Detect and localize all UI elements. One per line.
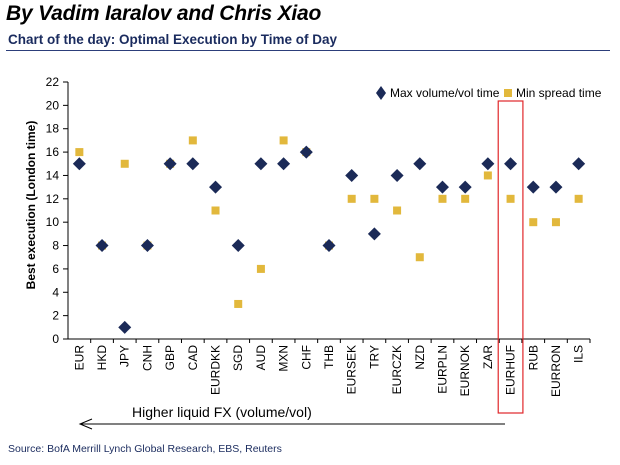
point-min-spread-cad	[188, 136, 197, 145]
x-tick-label-mxn: MXN	[277, 345, 291, 372]
point-max-volume-rub	[526, 180, 540, 194]
point-max-volume-sgd	[231, 239, 245, 253]
source-note: Source: BofA Merrill Lynch Global Resear…	[8, 443, 282, 455]
legend-label-min-spread: Min spread time	[516, 86, 602, 100]
chart-subtitle: Chart of the day: Optimal Execution by T…	[8, 32, 338, 47]
point-min-spread-eurron	[551, 218, 560, 227]
y-ticks: 0 2 4 6 8 10 12 14 16 18 20 22	[46, 75, 68, 346]
y-tick-label: 12	[46, 192, 60, 206]
x-tick-label-thb: THB	[322, 345, 336, 369]
point-max-volume-aud	[254, 157, 268, 171]
point-min-spread-ils	[574, 194, 583, 203]
point-max-volume-nzd	[413, 157, 427, 171]
x-tick-label-eurczk: EURCZK	[390, 345, 404, 394]
point-min-spread-eur	[75, 148, 84, 157]
point-max-volume-thb	[322, 239, 336, 253]
x-tick-label-cad: CAD	[186, 345, 200, 371]
point-max-volume-eur	[72, 157, 86, 171]
byline: By Vadim Iaralov and Chris Xiao	[6, 2, 322, 25]
y-tick-label: 20	[46, 98, 60, 112]
x-tick-label-aud: AUD	[254, 345, 268, 371]
x-ticks: EUR HKD JPY CNH GBP CAD EURDKK SGD AUD MXN CHF THB E…	[72, 339, 591, 397]
point-min-spread-eurhuf	[506, 194, 515, 203]
point-max-volume-eurdkk	[209, 180, 223, 194]
point-min-spread-mxn	[279, 136, 288, 145]
x-tick-label-eurpln: EURPLN	[435, 345, 449, 394]
x-tick-label-try: TRY	[367, 345, 381, 369]
point-min-spread-try	[370, 194, 379, 203]
y-tick-label: 22	[46, 75, 60, 89]
point-max-volume-eursek	[345, 168, 359, 182]
x-tick-label-eursek: EURSEK	[345, 345, 359, 394]
x-tick-label-eur: EUR	[72, 345, 86, 371]
point-min-spread-rub	[529, 218, 538, 227]
y-tick-label: 2	[52, 309, 59, 323]
arrow-head	[78, 418, 93, 430]
scatter-chart: Best execution (London time) 0 2 4 6 8 10 12 14…	[24, 75, 602, 430]
x-tick-label-jpy: JPY	[118, 345, 132, 367]
point-max-volume-hkd	[95, 239, 109, 253]
point-max-volume-cad	[186, 157, 200, 171]
y-tick-label: 18	[46, 122, 60, 136]
point-max-volume-eurron	[549, 180, 563, 194]
arrow-label: Higher liquid FX (volume/vol)	[132, 404, 312, 420]
x-tick-label-gbp: GBP	[163, 345, 177, 370]
point-max-volume-try	[367, 227, 381, 241]
point-max-volume-mxn	[277, 157, 291, 171]
x-tick-label-eurron: EURRON	[549, 345, 563, 397]
legend-item-min-spread: Min spread time	[504, 86, 602, 100]
series-max-volume-vol-time	[72, 145, 586, 334]
liquidity-arrow: Higher liquid FX (volume/vol)	[78, 404, 505, 430]
point-min-spread-jpy	[120, 159, 129, 168]
point-max-volume-eurhuf	[504, 157, 518, 171]
x-tick-label-cnh: CNH	[140, 345, 154, 371]
y-tick-label: 4	[52, 285, 59, 299]
point-min-spread-eursek	[347, 194, 356, 203]
x-tick-label-chf: CHF	[299, 345, 313, 370]
point-min-spread-eurnok	[461, 194, 470, 203]
point-max-volume-zar	[481, 157, 495, 171]
point-min-spread-eurdkk	[211, 206, 220, 215]
x-tick-label-rub: RUB	[526, 345, 540, 370]
point-max-volume-eurnok	[458, 180, 472, 194]
x-tick-label-eurhuf: EURHUF	[504, 345, 518, 395]
x-tick-label-nzd: NZD	[413, 345, 427, 370]
point-min-spread-sgd	[234, 299, 243, 308]
point-max-volume-cnh	[140, 239, 154, 253]
point-min-spread-eurczk	[393, 206, 402, 215]
x-tick-label-eurnok: EURNOK	[458, 345, 472, 396]
point-max-volume-gbp	[163, 157, 177, 171]
y-axis-label: Best execution (London time)	[24, 121, 38, 290]
x-tick-label-eurdkk: EURDKK	[209, 345, 223, 395]
point-min-spread-zar	[483, 171, 492, 180]
legend-item-max-volume: Max volume/vol time	[376, 86, 500, 100]
point-max-volume-chf	[299, 145, 313, 159]
x-tick-label-zar: ZAR	[481, 345, 495, 369]
y-tick-label: 6	[52, 262, 59, 276]
y-tick-label: 10	[46, 215, 60, 229]
y-tick-label: 14	[46, 168, 60, 182]
y-tick-label: 0	[52, 332, 59, 346]
point-max-volume-eurpln	[435, 180, 449, 194]
point-min-spread-eurpln	[438, 194, 447, 203]
point-max-volume-jpy	[118, 320, 132, 334]
legend-diamond-marker	[376, 86, 386, 100]
x-tick-label-ils: ILS	[572, 345, 586, 363]
y-tick-label: 8	[52, 239, 59, 253]
point-max-volume-ils	[572, 157, 586, 171]
y-tick-label: 16	[46, 145, 60, 159]
point-min-spread-aud	[256, 264, 265, 273]
legend-square-marker	[504, 89, 512, 97]
x-tick-label-hkd: HKD	[95, 345, 109, 371]
point-min-spread-nzd	[415, 253, 424, 262]
legend-label-max-volume: Max volume/vol time	[390, 86, 500, 100]
highlight-box-eurhuf	[497, 100, 524, 414]
x-tick-label-sgd: SGD	[231, 345, 245, 371]
title-divider	[6, 50, 610, 51]
legend: Max volume/vol time Min spread time	[376, 86, 602, 100]
point-max-volume-eurczk	[390, 168, 404, 182]
